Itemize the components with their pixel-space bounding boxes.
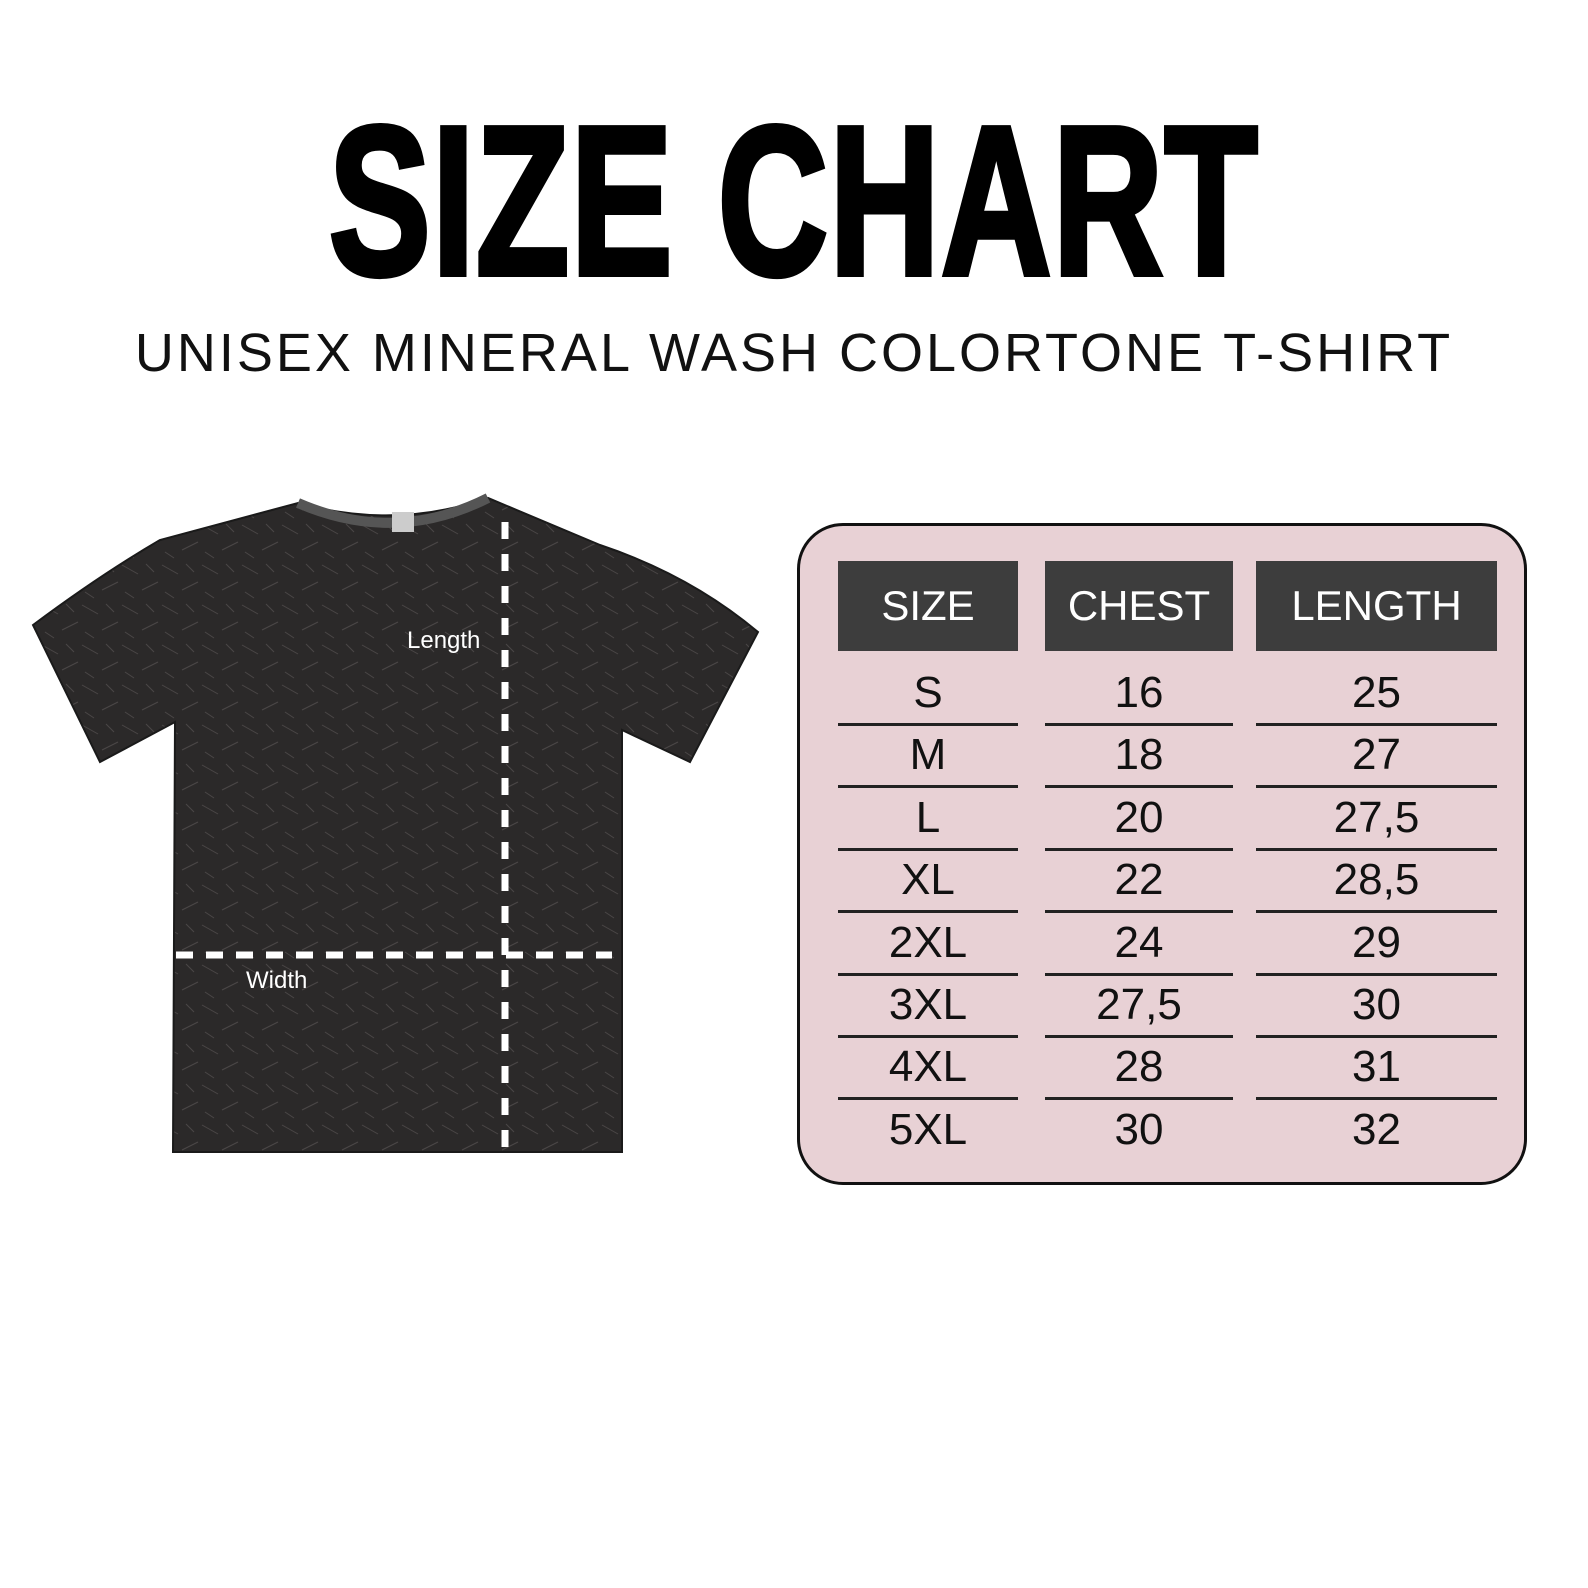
subtitle: UNISEX MINERAL WASH COLORTONE T-SHIRT bbox=[134, 323, 1454, 383]
cell-length: 25 bbox=[1352, 668, 1401, 717]
row-divider bbox=[838, 910, 1018, 914]
cell-size: M bbox=[909, 730, 947, 780]
cell-size: L bbox=[915, 792, 941, 842]
size-table: SIZE CHEST LENGTH S 16 25 M 18 27 L 20 27,5 XL 22 2… bbox=[797, 523, 1527, 1185]
cell-length: 30 bbox=[1352, 980, 1401, 1029]
cell-chest: 20 bbox=[1114, 792, 1164, 842]
width-label: Width bbox=[246, 967, 308, 994]
row-divider bbox=[1256, 1097, 1497, 1101]
cell-size: 2XL bbox=[888, 917, 968, 967]
tshirt-illustration bbox=[31, 493, 760, 1153]
header-size: SIZE bbox=[838, 561, 1018, 651]
title-text: SIZE CHART bbox=[327, 82, 1260, 319]
row-divider bbox=[838, 1097, 1018, 1101]
row-divider bbox=[838, 972, 1018, 976]
row-divider bbox=[1256, 785, 1497, 789]
row-divider bbox=[838, 723, 1018, 726]
row-divider bbox=[838, 847, 1018, 851]
row-divider bbox=[1256, 972, 1497, 976]
row-divider bbox=[1256, 847, 1497, 851]
row-divider bbox=[1256, 910, 1497, 914]
cell-length: 31 bbox=[1352, 1042, 1401, 1092]
cell-size: 5XL bbox=[888, 1104, 968, 1154]
row-divider bbox=[1045, 847, 1233, 851]
row-divider bbox=[1045, 1097, 1233, 1101]
cell-chest: 24 bbox=[1114, 917, 1164, 967]
cell-length: 32 bbox=[1352, 1104, 1401, 1154]
row-divider bbox=[838, 785, 1018, 789]
cell-chest: 22 bbox=[1114, 855, 1164, 905]
cell-length: 28,5 bbox=[1333, 855, 1420, 905]
row-divider bbox=[1045, 910, 1233, 914]
cell-length: 27 bbox=[1352, 730, 1401, 780]
tshirt-tag bbox=[392, 512, 414, 532]
tshirt-body bbox=[31, 496, 760, 1153]
row-divider bbox=[1045, 972, 1233, 976]
length-label: Length bbox=[407, 627, 481, 654]
cell-chest: 16 bbox=[1114, 668, 1164, 717]
cell-length: 29 bbox=[1352, 917, 1401, 967]
header-chest: CHEST bbox=[1045, 561, 1233, 651]
row-divider bbox=[838, 1035, 1018, 1038]
cell-size: 4XL bbox=[888, 1042, 968, 1092]
cell-chest: 28 bbox=[1114, 1042, 1164, 1092]
page-title: SIZE CHART bbox=[0, 82, 1588, 319]
row-divider bbox=[1045, 723, 1233, 726]
row-divider bbox=[1045, 1035, 1233, 1038]
cell-chest: 18 bbox=[1114, 730, 1164, 780]
cell-length: 27,5 bbox=[1333, 792, 1420, 842]
row-divider bbox=[1256, 723, 1497, 726]
cell-chest: 30 bbox=[1114, 1104, 1164, 1154]
row-divider bbox=[1256, 1035, 1497, 1038]
cell-size: S bbox=[913, 668, 943, 717]
cell-chest: 27,5 bbox=[1096, 980, 1182, 1029]
cell-size: 3XL bbox=[888, 980, 968, 1029]
cell-size: XL bbox=[901, 855, 955, 905]
row-divider bbox=[1045, 785, 1233, 789]
header-length: LENGTH bbox=[1256, 561, 1497, 651]
